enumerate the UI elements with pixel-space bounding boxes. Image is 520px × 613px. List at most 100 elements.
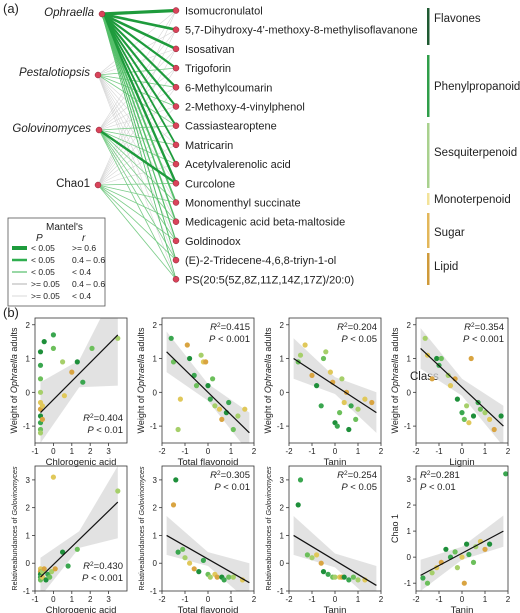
source-label: Chao1 [56, 178, 90, 190]
plot-frame [34, 465, 128, 592]
data-point [200, 557, 206, 564]
x-tick-label: 2 [506, 447, 511, 456]
data-point [230, 574, 236, 580]
y-tick-label: 2 [153, 504, 158, 513]
data-point [491, 426, 497, 433]
x-tick-label: -1 [435, 447, 443, 456]
x-tick-label: 0 [333, 595, 338, 604]
compound-node [172, 141, 180, 149]
link-strong [101, 13, 177, 280]
data-point [182, 555, 188, 561]
x-tick-label: 2 [88, 595, 93, 604]
data-point [203, 359, 209, 365]
data-point [207, 396, 213, 402]
data-point [230, 426, 236, 433]
p-value-label: P < 0.01 [214, 482, 250, 493]
confidence-band [40, 318, 118, 443]
data-point [452, 549, 458, 555]
y-axis-label: Relativeabundances of Golovinomyces [137, 466, 146, 591]
confidence-band [40, 466, 118, 591]
x-tick-label: 0 [333, 447, 338, 456]
link-strong [101, 12, 177, 31]
y-tick-label: 0 [407, 388, 412, 397]
compound-node [172, 160, 180, 168]
y-tick-label: 2 [407, 501, 412, 510]
regression-line [166, 534, 250, 584]
link-faint [97, 74, 177, 261]
data-point [61, 393, 67, 399]
y-tick-label: 3 [153, 476, 158, 485]
data-point [37, 430, 44, 436]
data-point [482, 546, 488, 552]
data-point [187, 355, 193, 362]
data-point [302, 342, 308, 348]
class-bar [427, 213, 430, 248]
data-point [346, 577, 352, 583]
link-weak [98, 129, 177, 146]
data-point [470, 559, 477, 566]
y-tick-label: -1 [150, 587, 158, 596]
source-node [94, 71, 102, 79]
x-tick-label: -1 [181, 447, 189, 456]
data-point [464, 403, 470, 409]
compound-label: Curcolone [185, 178, 235, 190]
class-legend: Class FlavonesPhenylpropanoidsSesquiterp… [410, 8, 520, 383]
y-tick-label: 0 [26, 559, 31, 568]
data-point [297, 477, 304, 483]
data-point [41, 339, 47, 345]
legend-p: < 0.05 [31, 255, 55, 265]
data-point [454, 565, 460, 571]
data-point [459, 554, 465, 560]
y-tick-label: -1 [404, 579, 412, 588]
data-point [69, 369, 75, 375]
link-faint [97, 10, 177, 186]
legend-r: < 0.4 [72, 291, 91, 301]
data-point [191, 566, 197, 572]
x-tick-label: 2 [252, 595, 257, 604]
p-value-label: P < 0.05 [341, 334, 377, 345]
class-label: Sugar [434, 227, 465, 239]
source-label: Pestalotiopsis [19, 67, 90, 79]
regression-line [293, 358, 377, 414]
data-point [454, 396, 460, 402]
legend-r: 0.4 – 0.6 [72, 279, 105, 289]
link-faint [97, 48, 177, 76]
link-weak [98, 129, 177, 222]
x-tick-label: -2 [285, 595, 293, 604]
data-point [482, 410, 488, 416]
x-tick-label: 1 [356, 595, 361, 604]
regression-line [40, 501, 119, 578]
data-point [447, 383, 454, 389]
source-nodes: Ophraella Pestalotiopsis Golovinomyces Chao… [12, 7, 106, 190]
link-weak [97, 74, 177, 107]
x-tick-label: -2 [158, 595, 166, 604]
data-point [50, 332, 57, 338]
legend-p: >= 0.05 [31, 279, 60, 289]
compound-nodes: Isomucronulatol 5,7-Dihydroxy-4'-methoxy-… [172, 6, 418, 286]
y-tick-label: 2 [280, 321, 285, 330]
data-point [175, 549, 181, 555]
compound-node [172, 45, 180, 53]
scatter-panel: -2 -1 0 1 2 -1 0 1 2 Lignin Weight of Ophraella ad… [390, 317, 511, 468]
x-tick-label: 0 [206, 447, 211, 456]
source-label: Golovinomyces [12, 123, 91, 135]
link-strong [101, 13, 177, 203]
x-tick-label: 2 [379, 595, 384, 604]
x-tick-label: 1 [229, 447, 234, 456]
data-point [226, 399, 232, 406]
x-axis-label: Tanin [324, 605, 347, 613]
compound-label: Trigoforin [185, 63, 231, 75]
p-value-label: P < 0.01 [420, 482, 456, 493]
x-tick-label: 0 [460, 595, 465, 604]
data-point [187, 560, 193, 566]
y-tick-label: 0 [153, 388, 158, 397]
data-point [193, 383, 200, 389]
y-tick-label: 1 [407, 355, 412, 364]
x-axis-label: Lignin [449, 457, 474, 468]
class-bar [427, 253, 430, 285]
data-point [318, 560, 324, 566]
data-point [487, 541, 493, 547]
link-strong [101, 13, 177, 146]
compound-label: (E)-2-Tridecene-4,6,8-triyn-1-ol [185, 255, 336, 267]
